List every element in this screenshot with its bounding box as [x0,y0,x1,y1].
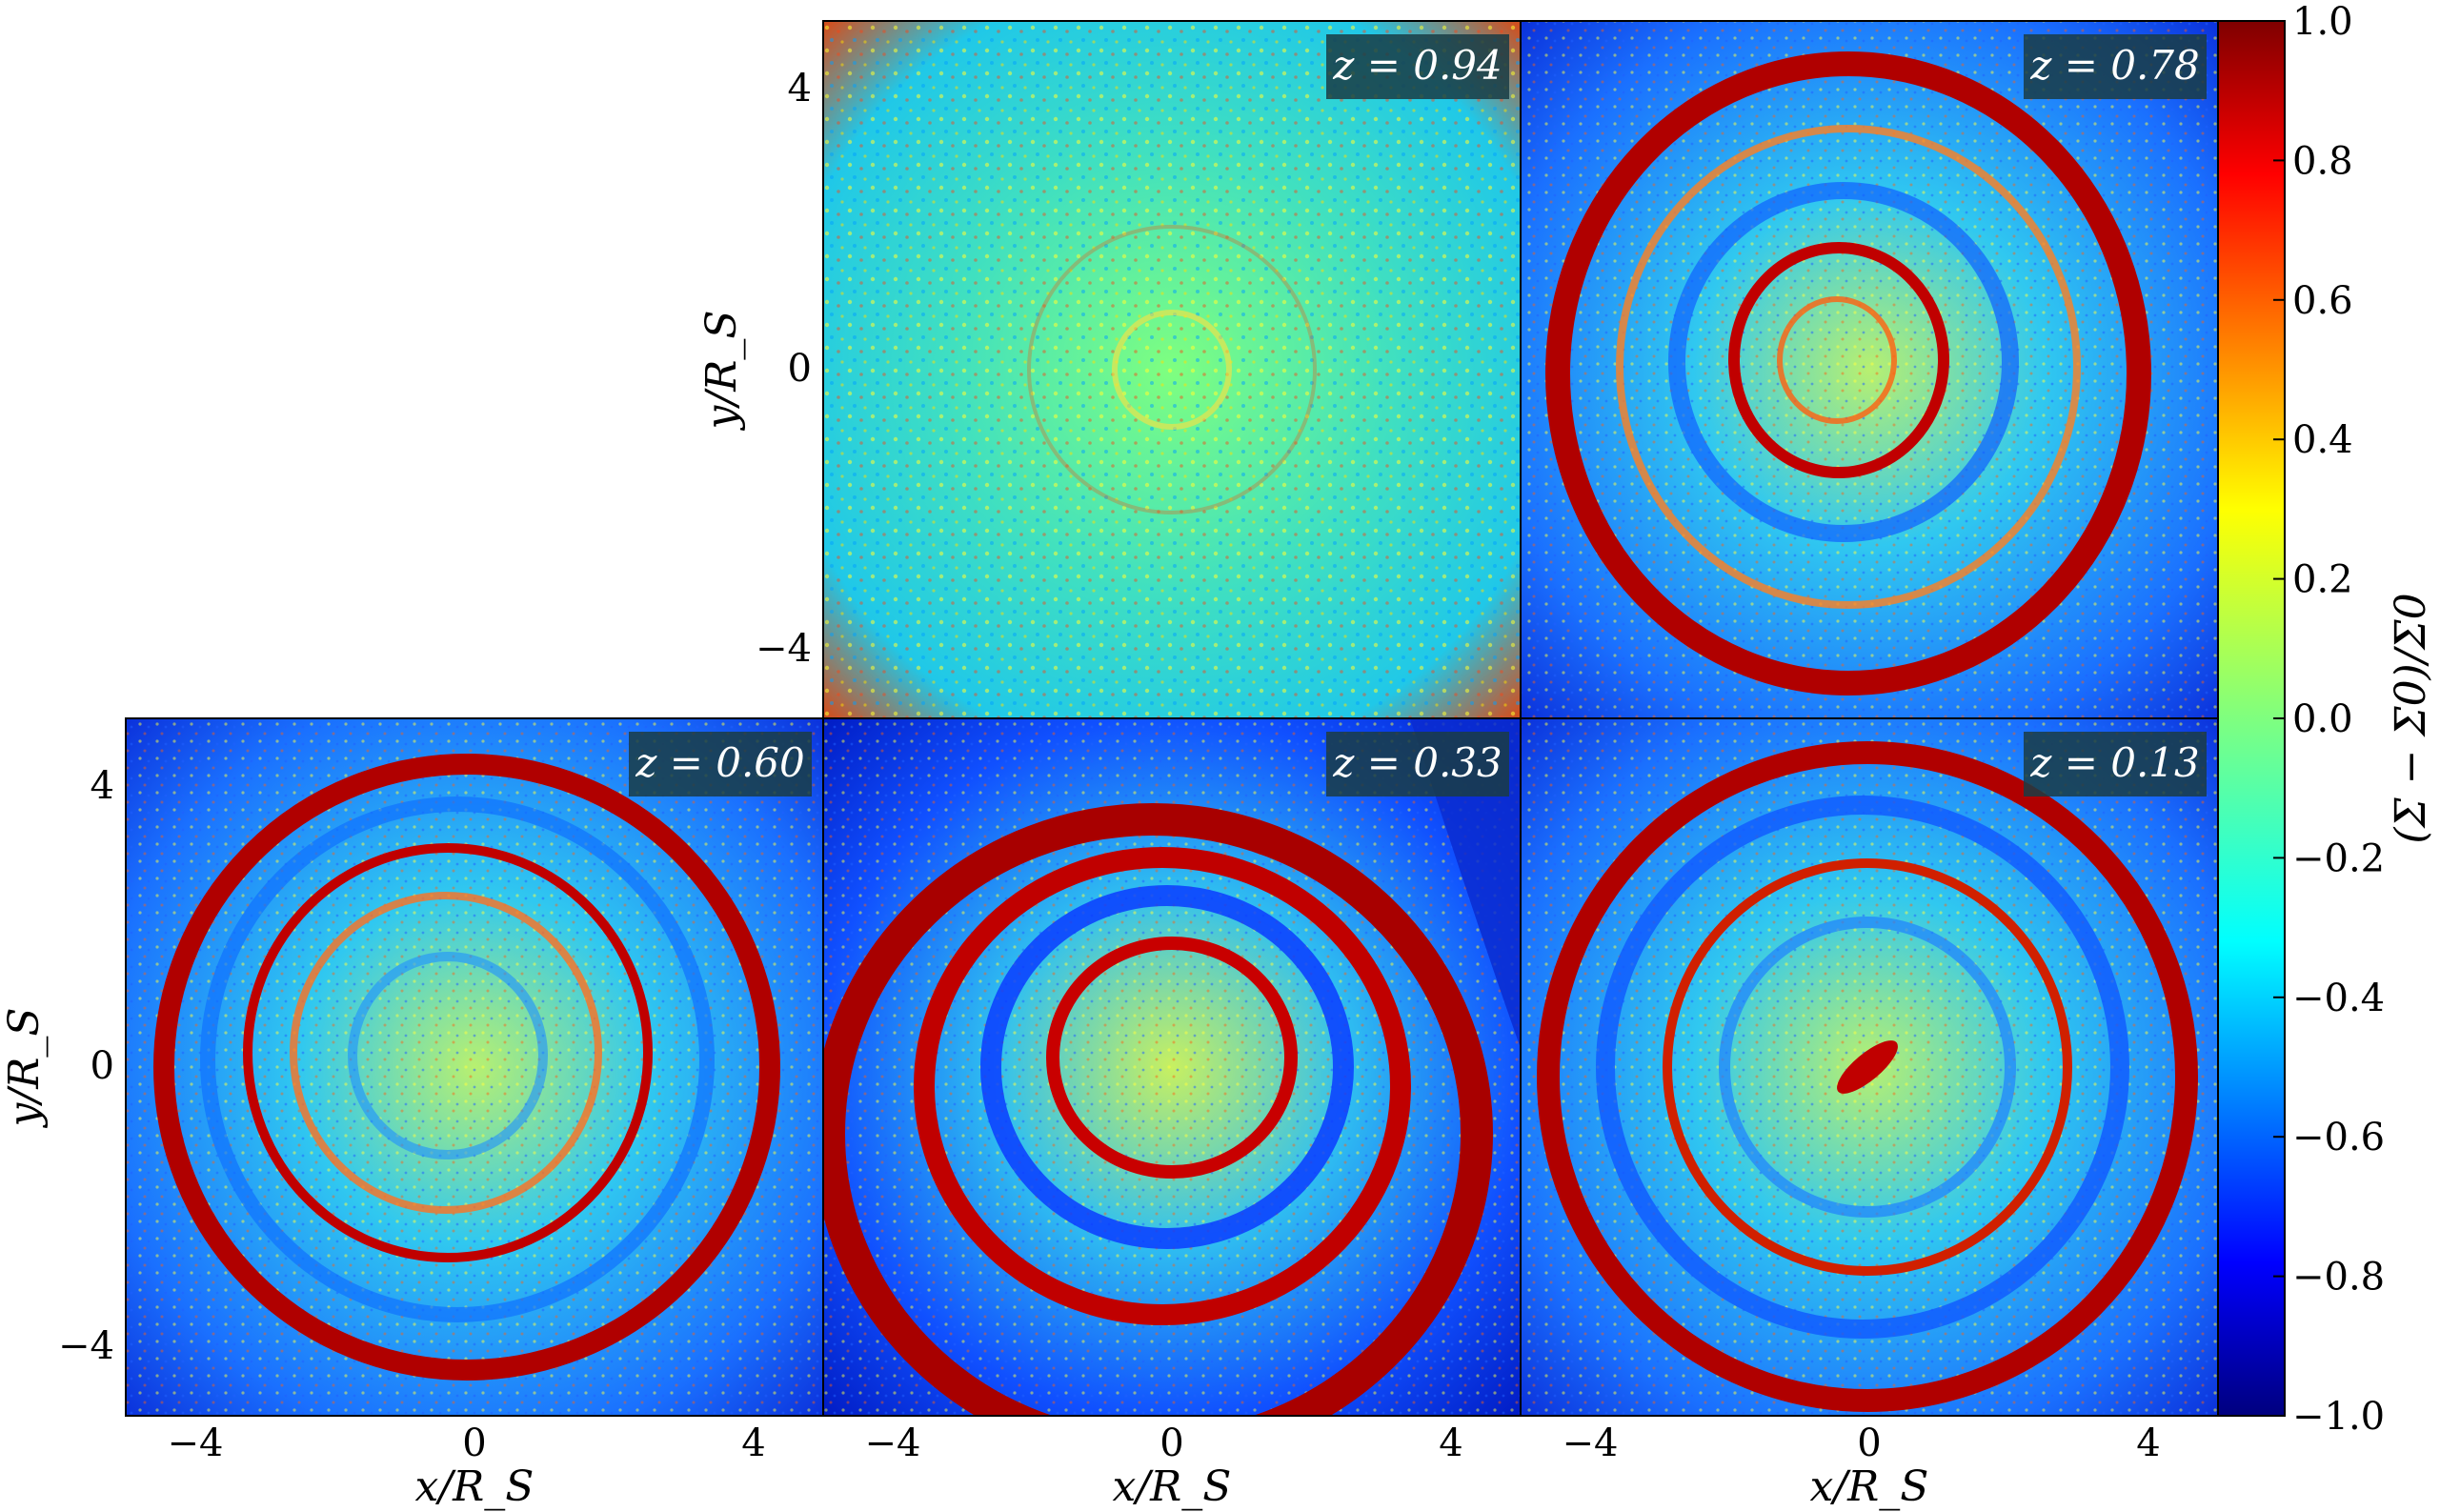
x-tick-p3-neg4: −4 [168,1421,224,1465]
panel-z033-ring2 [914,847,1411,1325]
panel-z094-core [1112,310,1232,430]
colorbar-tick-label: −1.0 [2292,1395,2385,1439]
panel-z013-ring2 [1596,796,2129,1339]
x-tick-p4-4: 4 [1439,1421,1462,1465]
colorbar-tick-label: −0.8 [2292,1256,2385,1300]
colorbar: 1.0 0.8 0.6 0.4 0.2 0.0 −0.2 −0.4 −0.6 −0.8 −1.0 (… [2217,0,2435,1439]
panel-z033-label: z = 0.33 [1332,739,1502,786]
panel-z033-outer-arc [823,803,1493,1416]
panel-z033-ring4 [1046,937,1298,1179]
panel-z033-label-box [1326,732,1509,796]
y-tick-top-neg4: −4 [756,627,812,671]
y-axis-label-top: y/R_S [697,311,746,432]
colorbar-tick-label: −0.2 [2292,837,2385,880]
x-tick-p5-4: 4 [2136,1421,2160,1465]
panel-z078-outer-ring [1545,51,2151,696]
panel-z060-outer-ring [153,754,780,1381]
colorbar-tick-label: −0.6 [2292,1116,2385,1159]
panel-z060-ring5 [348,952,548,1159]
panel-z013-ring3 [1663,858,2072,1276]
x-axis-label-p5: x/R_S [1810,1462,1929,1511]
panel-z078-label-box [2024,34,2207,99]
x-tick-p3-4: 4 [741,1421,765,1465]
colorbar-tick-label: 0.8 [2292,139,2353,183]
panel-z078-ring4 [1728,242,1949,478]
panel-z013-core [1837,1040,1898,1094]
x-axis-label-p3: x/R_S [415,1462,534,1511]
colorbar-tick-label: 0.6 [2292,279,2353,323]
panel-z060-label-box [629,732,812,796]
x-tick-p3-0: 0 [462,1421,486,1465]
panel-z060-ring4 [290,892,602,1214]
panel-z013-ring4 [1719,917,2016,1218]
colorbar-tick-label: −0.4 [2292,977,2385,1020]
panel-z078-ring2 [1616,125,2081,609]
panel-z094-label-box [1326,34,1509,99]
colorbar-tick-label: 1.0 [2292,0,2353,44]
panel-z013-outer-ring [1537,741,2198,1412]
y-tick-bottom-neg4: −4 [58,1324,114,1368]
panel-z094 [823,21,1521,718]
panel-z060-label: z = 0.60 [635,739,805,786]
panel-z060-ring3 [243,843,653,1262]
y-axis-top: 4 0 −4 y/R_S [697,67,812,671]
panel-z094-noise [823,21,1521,718]
x-tick-p4-0: 0 [1160,1421,1183,1465]
x-axis-label-p4: x/R_S [1113,1462,1232,1511]
panel-z078-ring5 [1777,296,1897,424]
panel-z078-label: z = 0.78 [2029,42,2200,89]
panel-z060 [126,718,823,1416]
colorbar-tick-label: 0.4 [2292,418,2353,462]
panel-z013 [1521,718,2218,1416]
y-tick-top-0: 0 [788,347,812,391]
panel-z078-ring3 [1668,182,2019,542]
x-tick-p5-neg4: −4 [1563,1421,1619,1465]
colorbar-tick-label: 0.0 [2292,697,2353,741]
colorbar-ticks: 1.0 0.8 0.6 0.4 0.2 0.0 −0.2 −0.4 −0.6 −0.8 −1.0 [2273,0,2385,1439]
panel-z013-label: z = 0.13 [2029,739,2200,786]
x-tick-p4-neg4: −4 [865,1421,921,1465]
panel-z078 [1521,21,2218,718]
panel-z033-ring3 [980,885,1354,1249]
x-tick-p5-0: 0 [1857,1421,1881,1465]
y-axis-label-bottom: y/R_S [0,1008,49,1129]
panel-z078-noise [1521,21,2218,718]
panel-z094-label: z = 0.94 [1332,42,1502,89]
x-axis-panel3: −4 0 4 x/R_S [168,1421,766,1511]
colorbar-label: (Σ − Σ0)/Σ0 [2387,593,2435,843]
panel-z060-ring2 [200,796,715,1322]
colorbar-tick-label: 0.2 [2292,558,2353,602]
y-tick-bottom-4: 4 [91,764,114,808]
y-tick-top-4: 4 [788,67,812,111]
y-axis-bottom: 4 0 −4 y/R_S [0,764,114,1368]
y-tick-bottom-0: 0 [91,1044,114,1088]
x-axis-panel4: −4 0 4 x/R_S [865,1421,1463,1511]
x-axis-panel5: −4 0 4 x/R_S [1563,1421,2161,1511]
panel-z013-label-box [2024,732,2207,796]
panel-z033 [823,718,1521,1416]
panel-z033-dark-band [1410,718,1521,1048]
panel-z094-ring [1027,225,1317,514]
